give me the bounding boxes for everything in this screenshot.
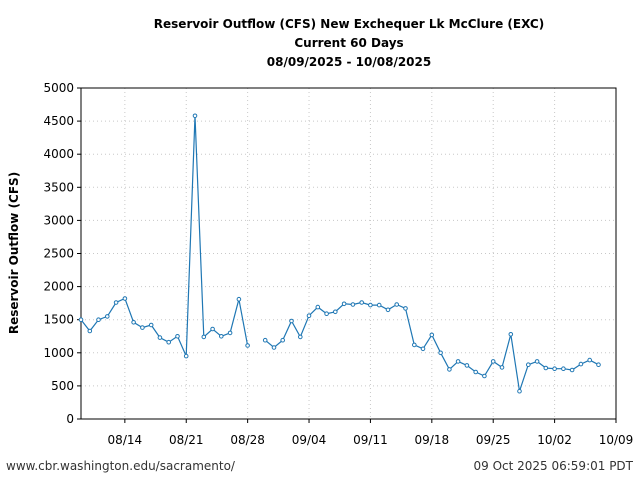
data-point	[201, 334, 207, 340]
data-point	[499, 365, 505, 370]
grid	[81, 87, 617, 420]
data-point	[227, 330, 233, 336]
y-tick-label: 1500	[43, 313, 74, 327]
y-tick-label: 2500	[43, 247, 74, 261]
x-tick-label: 10/02	[537, 433, 572, 447]
x-tick-label: 09/25	[476, 433, 511, 447]
data-point	[473, 369, 479, 375]
y-tick-label: 2000	[43, 280, 74, 294]
data-point	[140, 325, 145, 330]
data-point	[385, 307, 391, 313]
data-point	[368, 302, 373, 308]
title-line-3: 08/09/2025 - 10/08/2025	[267, 55, 431, 69]
x-tick-label: 08/21	[169, 433, 204, 447]
x-tick-label: 08/28	[230, 433, 265, 447]
data-point	[280, 337, 286, 343]
y-tick-label: 5000	[43, 81, 74, 95]
x-tick-label: 09/11	[353, 433, 388, 447]
x-tick-label: 09/04	[292, 433, 327, 447]
data-point	[578, 361, 584, 367]
data-point	[262, 337, 268, 343]
y-tick-label: 500	[51, 379, 74, 393]
data-point	[552, 366, 557, 372]
data-point	[455, 359, 461, 364]
y-tick-label: 3500	[43, 180, 74, 194]
data-point	[420, 346, 426, 352]
data-point	[359, 300, 365, 305]
y-axis: 0 500 1000 1500 2000 2500 3000 3500 4000 4500 5000	[43, 81, 81, 426]
data-point	[131, 320, 136, 325]
data-point	[482, 373, 487, 379]
data-point	[543, 365, 549, 371]
data-point	[350, 302, 356, 307]
y-tick-label: 3000	[43, 213, 74, 227]
data-point	[394, 302, 400, 307]
x-tick-label: 09/18	[415, 433, 450, 447]
data-point	[526, 362, 531, 368]
data-point	[87, 328, 93, 334]
data-point	[96, 317, 101, 323]
data-point	[122, 296, 128, 301]
data-point	[403, 306, 408, 311]
y-tick-label: 4000	[43, 147, 74, 161]
x-tick-label: 08/14	[108, 433, 143, 447]
data-point	[429, 332, 435, 338]
data-point	[508, 332, 514, 337]
data-point	[333, 309, 338, 315]
data-point	[236, 296, 242, 302]
data-point	[464, 363, 470, 368]
y-tick-label: 0	[66, 412, 74, 426]
series-outflow	[78, 113, 601, 394]
title-line-2: Current 60 Days	[294, 36, 403, 50]
data-point	[183, 353, 189, 359]
y-tick-label: 1000	[43, 346, 74, 360]
data-point	[289, 318, 294, 324]
y-axis-label: Reservoir Outflow (CFS)	[7, 172, 21, 334]
data-point	[113, 300, 119, 305]
series-line	[264, 301, 599, 392]
data-point	[78, 317, 84, 323]
chart-title: Reservoir Outflow (CFS) New Exchequer Lk…	[154, 17, 544, 69]
data-point	[245, 343, 250, 348]
footer-source: www.cbr.washington.edu/sacramento/	[6, 459, 236, 473]
title-line-1: Reservoir Outflow (CFS) New Exchequer Lk…	[154, 17, 544, 31]
data-point	[412, 342, 417, 348]
data-point	[324, 311, 329, 317]
data-point	[561, 366, 566, 372]
data-point	[210, 326, 215, 332]
x-tick-label: 10/09	[599, 433, 634, 447]
x-axis: 08/14 08/21 08/28 09/04 09/11 09/18 09/25 10/02…	[108, 419, 634, 447]
data-point	[219, 334, 224, 339]
data-point	[175, 334, 180, 339]
data-point	[438, 350, 443, 356]
data-point	[534, 359, 540, 364]
data-point	[376, 302, 382, 308]
data-point	[105, 314, 110, 319]
data-point	[490, 359, 496, 364]
data-point	[596, 362, 601, 368]
data-point	[569, 367, 575, 373]
data-point	[306, 313, 312, 319]
data-point	[587, 357, 593, 363]
data-point	[341, 301, 347, 307]
data-point	[148, 322, 154, 328]
data-point	[271, 345, 277, 350]
data-point	[166, 339, 171, 345]
y-tick-label: 4500	[43, 114, 74, 128]
data-point	[447, 367, 452, 372]
data-point	[192, 113, 198, 119]
data-point	[157, 335, 163, 340]
data-point	[315, 304, 321, 310]
data-point	[298, 334, 303, 340]
data-point	[517, 388, 522, 394]
footer-timestamp: 09 Oct 2025 06:59:01 PDT	[473, 459, 633, 473]
